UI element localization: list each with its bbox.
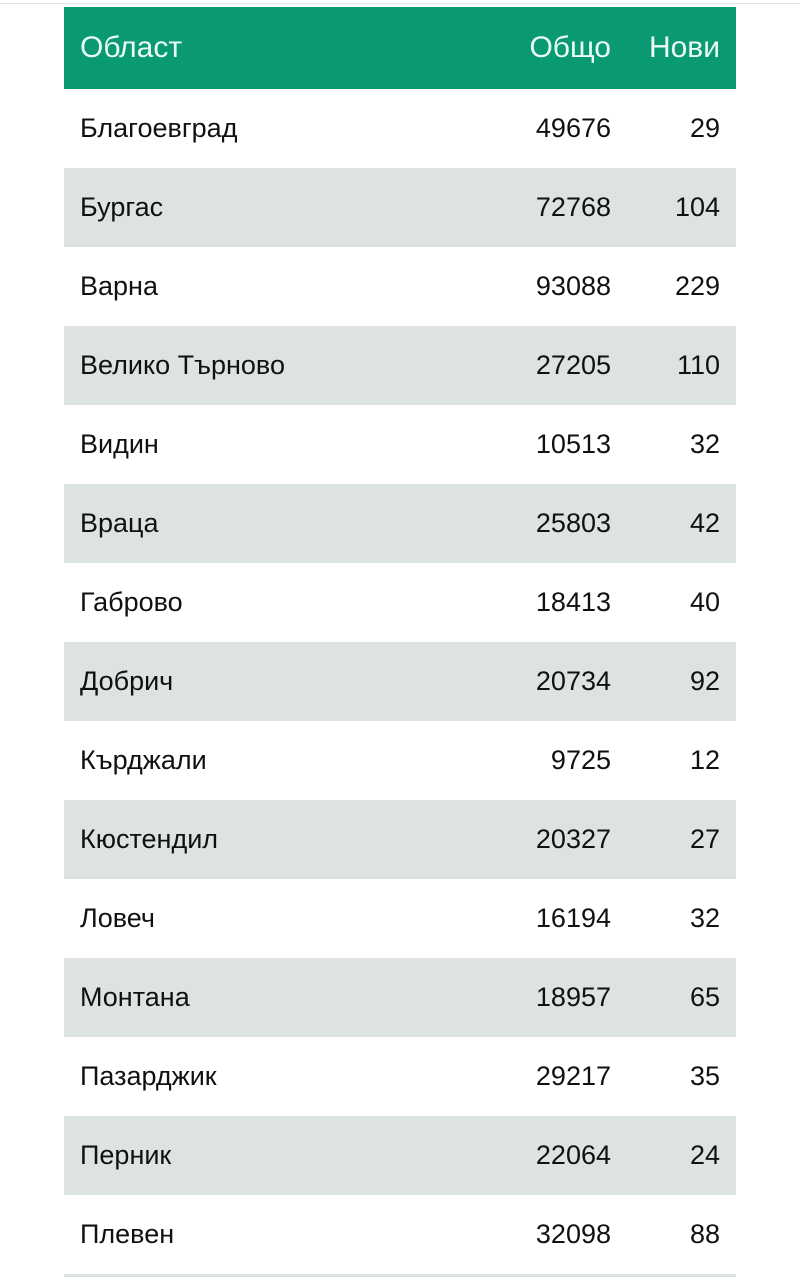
table-row: Габрово 18413 40 (64, 563, 736, 642)
new-count: 27 (689, 824, 720, 854)
new-count: 29 (689, 113, 720, 143)
region-name: Враца (80, 508, 159, 538)
region-name: Монтана (80, 982, 190, 1012)
table-row: Варна 93088 229 (64, 247, 736, 326)
region-name: Варна (80, 271, 158, 301)
total-count: 72768 (535, 192, 611, 222)
table-row: Благоевград 49676 29 (64, 89, 736, 168)
total-count: 27205 (535, 350, 611, 380)
region-name: Кърджали (80, 745, 207, 775)
total-count: 16194 (535, 903, 611, 933)
region-name: Бургас (80, 192, 164, 222)
table-row: Враца 25803 42 (64, 484, 736, 563)
new-count: 12 (689, 745, 720, 775)
new-count: 92 (689, 666, 720, 696)
total-count: 9725 (550, 745, 611, 775)
table-row: Ловеч 16194 32 (64, 879, 736, 958)
table-row: Плевен 32098 88 (64, 1195, 736, 1274)
new-count: 88 (689, 1219, 720, 1249)
total-count: 29217 (535, 1061, 611, 1091)
new-count: 42 (689, 508, 720, 538)
total-count: 22064 (535, 1140, 611, 1170)
new-count: 229 (674, 271, 720, 301)
region-name: Благоевград (80, 113, 238, 143)
total-count: 20734 (535, 666, 611, 696)
region-name: Перник (80, 1140, 172, 1170)
new-count: 40 (689, 587, 720, 617)
region-name: Велико Търново (80, 350, 285, 380)
total-count: 20327 (535, 824, 611, 854)
table-header: Област Общо Нови (64, 7, 736, 89)
new-count: 35 (689, 1061, 720, 1091)
region-name: Плевен (80, 1219, 175, 1249)
next-row-stripe (64, 1274, 736, 1277)
table-row: Видин 10513 32 (64, 405, 736, 484)
table-row: Пазарджик 29217 35 (64, 1037, 736, 1116)
new-count: 110 (676, 350, 720, 380)
region-name: Габрово (80, 587, 183, 617)
table-row: Кюстендил 20327 27 (64, 800, 736, 879)
table-row: Велико Търново 27205 110 (64, 326, 736, 405)
total-count: 10513 (535, 429, 611, 459)
region-name: Ловеч (80, 903, 155, 933)
table-row: Добрич 20734 92 (64, 642, 736, 721)
table-row: Бургас 72768 104 (64, 168, 736, 247)
total-count: 32098 (535, 1219, 611, 1249)
table-row: Перник 22064 24 (64, 1116, 736, 1195)
new-count: 32 (689, 903, 720, 933)
total-count: 49676 (535, 113, 611, 143)
header-total[interactable]: Общо (529, 31, 611, 64)
region-name: Видин (80, 429, 159, 459)
regions-table: Област Общо Нови Благоевград 49676 29 Бурга… (64, 7, 736, 1274)
new-count: 104 (674, 192, 720, 222)
table-row: Монтана 18957 65 (64, 958, 736, 1037)
top-divider (0, 3, 800, 4)
total-count: 18957 (535, 982, 611, 1012)
new-count: 32 (689, 429, 720, 459)
total-count: 93088 (535, 271, 611, 301)
header-new[interactable]: Нови (648, 31, 720, 64)
header-region[interactable]: Област (80, 31, 183, 64)
new-count: 65 (689, 982, 720, 1012)
total-count: 25803 (535, 508, 611, 538)
total-count: 18413 (535, 587, 611, 617)
region-name: Пазарджик (80, 1061, 217, 1091)
region-name: Добрич (80, 666, 174, 696)
region-name: Кюстендил (80, 824, 219, 854)
table-row: Кърджали 9725 12 (64, 721, 736, 800)
new-count: 24 (689, 1140, 720, 1170)
